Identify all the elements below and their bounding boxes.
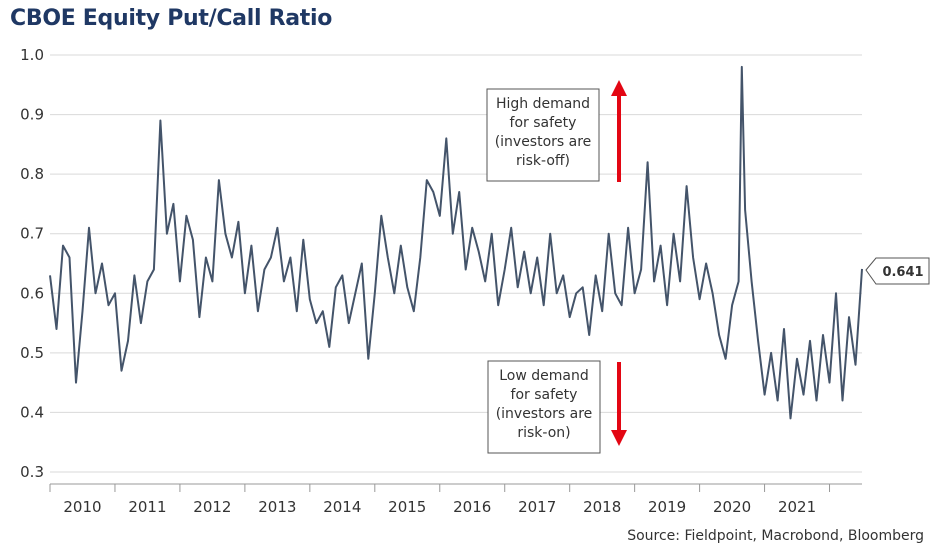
x-tick-label: 2018 [583,498,621,516]
y-tick-label: 0.9 [20,106,44,124]
x-tick-label: 2021 [778,498,816,516]
grid [50,54,862,473]
y-tick-label: 0.7 [20,225,44,243]
y-tick-label: 1.0 [20,46,44,64]
high-demand-line-3: (investors are [495,134,592,150]
y-tick-label: 0.6 [20,284,44,302]
y-tick-label: 0.5 [20,344,44,362]
x-tick-label: 2014 [323,498,361,516]
x-tick-label: 2016 [453,498,491,516]
series-line [49,65,863,420]
x-tick-label: 2012 [193,498,231,516]
x-tick-label: 2020 [713,498,751,516]
low-demand-line-1: Low demand [499,368,589,384]
low-demand-line-4: risk-on) [517,425,570,441]
last-value-label: 0.641 [882,265,923,280]
last-value-badge [865,257,930,285]
low-demand-line-2: for safety [511,387,578,403]
y-tick-label: 0.4 [20,403,44,421]
low-demand-box [487,360,601,454]
x-tick-label: 2015 [388,498,426,516]
x-tick-label: 2013 [258,498,296,516]
high-demand-line-2: for safety [510,115,577,131]
x-tick-label: 2011 [128,498,166,516]
low-demand-line-3: (investors are [496,406,593,422]
down-arrow-head [611,430,627,446]
chart-title: CBOE Equity Put/Call Ratio [10,6,333,31]
high-demand-line-4: risk-off) [516,153,570,169]
high-demand-line-1: High demand [496,96,590,112]
source-note: Source: Fieldpoint, Macrobond, Bloomberg [627,528,924,544]
x-axis: 2010 2011 2012 2013 2014 2015 2016 2017 2018 2019… [49,483,862,516]
up-arrow-head [611,80,627,96]
x-tick-label: 2010 [63,498,101,516]
x-tick-label: 2017 [518,498,556,516]
y-tick-label: 0.3 [20,463,44,481]
high-demand-box [486,88,600,182]
y-axis: 0.3 0.4 0.5 0.6 0.7 0.8 0.9 1.0 [20,46,44,481]
y-tick-label: 0.8 [20,165,44,183]
x-tick-label: 2019 [648,498,686,516]
